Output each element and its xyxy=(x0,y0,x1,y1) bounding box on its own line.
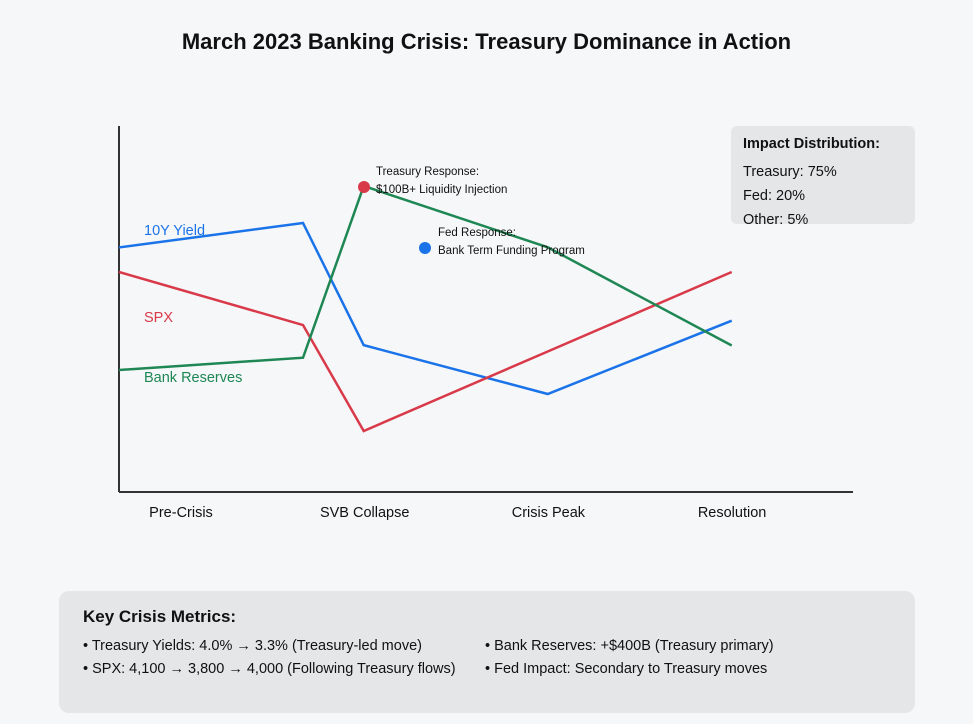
x-tick-label: Pre-Crisis xyxy=(149,505,213,521)
x-tick-label: Crisis Peak xyxy=(512,505,586,521)
x-tick-label: Resolution xyxy=(698,505,767,521)
series-line-0 xyxy=(118,221,733,396)
series-label: Bank Reserves xyxy=(144,370,242,386)
impact-distribution-box: Impact Distribution: Treasury: 75% Fed: … xyxy=(731,126,915,224)
series-line-2 xyxy=(118,184,733,372)
x-tick-label: SVB Collapse xyxy=(320,505,409,521)
annotation-title: Fed Response: xyxy=(438,227,516,239)
annotation-marker xyxy=(358,181,370,193)
annotation-marker xyxy=(419,242,431,254)
series-line-1 xyxy=(118,270,733,433)
metrics-title: Key Crisis Metrics: xyxy=(83,607,237,626)
impact-other: Other: 5% xyxy=(743,212,809,224)
metric-bank-reserves: • Bank Reserves: +$400B (Treasury primar… xyxy=(485,638,774,654)
chart-title: March 2023 Banking Crisis: Treasury Domi… xyxy=(181,29,792,54)
metric-spx: • SPX: 4,100 → 3,800 → 4,000 (Following … xyxy=(83,661,456,677)
key-crisis-metrics-box: Key Crisis Metrics: • Treasury Yields: 4… xyxy=(59,591,915,713)
annotation-detail: Bank Term Funding Program xyxy=(438,245,585,257)
impact-fed: Fed: 20% xyxy=(743,188,806,204)
impact-treasury: Treasury: 75% xyxy=(743,164,837,180)
metric-fed-impact: • Fed Impact: Secondary to Treasury move… xyxy=(485,661,768,677)
series-label: 10Y Yield xyxy=(144,223,205,239)
annotation-title: Treasury Response: xyxy=(376,166,479,178)
annotation-detail: $100B+ Liquidity Injection xyxy=(376,184,507,196)
impact-title: Impact Distribution: xyxy=(743,136,880,152)
metric-treasury-yields: • Treasury Yields: 4.0% → 3.3% (Treasury… xyxy=(83,638,422,654)
series-label: SPX xyxy=(144,310,173,326)
